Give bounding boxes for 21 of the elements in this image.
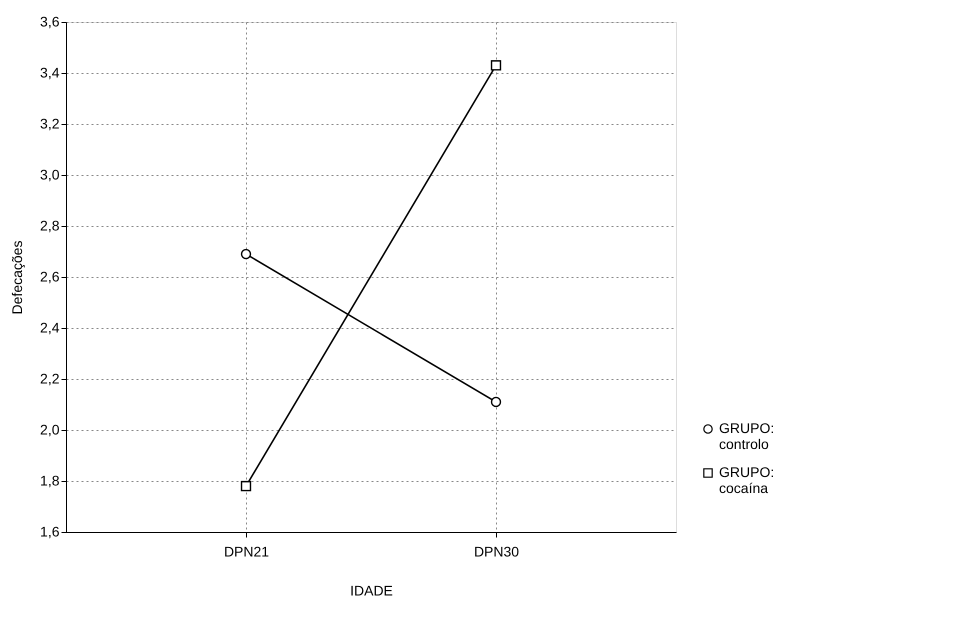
y-tick-label: 2,2 <box>40 370 60 386</box>
legend-label: GRUPO: controlo <box>719 420 774 452</box>
y-tick-label: 1,8 <box>40 472 60 488</box>
point <box>490 396 502 408</box>
y-tick-label: 3,0 <box>40 166 60 182</box>
x-tick-label: DPN21 <box>224 544 270 560</box>
y-tick-label: 3,6 <box>40 14 60 30</box>
point <box>240 248 252 260</box>
point <box>240 480 252 492</box>
y-tick-label: 2,0 <box>40 422 60 438</box>
point <box>490 60 502 71</box>
legend-label: GRUPO: cocaína <box>719 464 774 496</box>
y-tick-label: 2,8 <box>40 218 60 234</box>
x-axis-title: IDADE <box>350 582 393 598</box>
y-tick-label: 3,4 <box>40 64 60 80</box>
y-tick-label: 3,2 <box>40 116 60 132</box>
y-tick-label: 2,6 <box>40 268 60 284</box>
y-tick-label: 2,4 <box>40 320 60 336</box>
y-axis-title: Defecações <box>9 240 26 314</box>
y-tick-label: 1,6 <box>40 524 60 540</box>
x-tick-label: DPN30 <box>474 544 520 560</box>
